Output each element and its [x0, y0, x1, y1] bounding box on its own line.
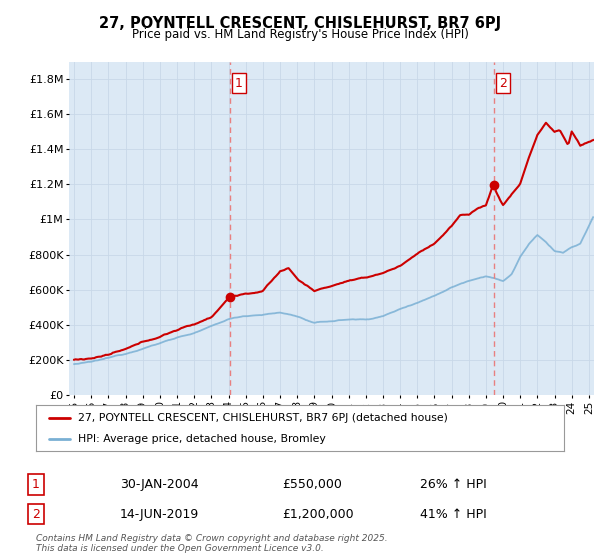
Text: 2: 2 — [499, 77, 506, 90]
Text: 14-JUN-2019: 14-JUN-2019 — [120, 507, 199, 521]
Text: Contains HM Land Registry data © Crown copyright and database right 2025.
This d: Contains HM Land Registry data © Crown c… — [36, 534, 388, 553]
Text: 26% ↑ HPI: 26% ↑ HPI — [420, 478, 487, 491]
Text: 1: 1 — [32, 478, 40, 491]
Text: £1,200,000: £1,200,000 — [282, 507, 353, 521]
Text: £550,000: £550,000 — [282, 478, 342, 491]
Text: 27, POYNTELL CRESCENT, CHISLEHURST, BR7 6PJ: 27, POYNTELL CRESCENT, CHISLEHURST, BR7 … — [99, 16, 501, 31]
Text: 30-JAN-2004: 30-JAN-2004 — [120, 478, 199, 491]
Text: Price paid vs. HM Land Registry's House Price Index (HPI): Price paid vs. HM Land Registry's House … — [131, 28, 469, 41]
Text: 2: 2 — [32, 507, 40, 521]
Text: 1: 1 — [235, 77, 243, 90]
Text: HPI: Average price, detached house, Bromley: HPI: Average price, detached house, Brom… — [78, 435, 326, 444]
Text: 41% ↑ HPI: 41% ↑ HPI — [420, 507, 487, 521]
Text: 27, POYNTELL CRESCENT, CHISLEHURST, BR7 6PJ (detached house): 27, POYNTELL CRESCENT, CHISLEHURST, BR7 … — [78, 413, 448, 423]
